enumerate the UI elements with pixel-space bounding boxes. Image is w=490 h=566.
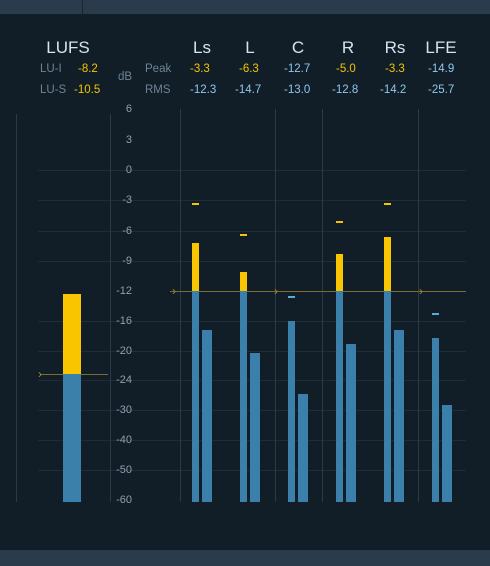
peak-meter-l-blue: [240, 291, 247, 502]
target-arrow-icon: ›: [38, 367, 42, 381]
channel-name-r: R: [341, 38, 355, 57]
peak-hold-marker: [384, 203, 391, 205]
column-divider: [16, 114, 17, 502]
peak-value-r: -5.0: [336, 63, 356, 75]
rms-label: RMS: [145, 84, 171, 96]
gridline: [38, 321, 466, 322]
peak-meter-r-blue: [336, 291, 343, 502]
rms-value-rs: -14.2: [380, 84, 407, 96]
rms-value-ls: -12.3: [190, 84, 217, 96]
scale-tick: -6: [122, 225, 132, 237]
peak-meter-rs-yellow: [384, 237, 391, 291]
meter-panel: LUFS LU-I -8.2 LU-S -10.5 dB Peak RMS Ls…: [0, 14, 490, 550]
gridline: [38, 170, 466, 171]
rms-meter-c: [298, 394, 308, 502]
lu-i-label: LU-I: [40, 63, 62, 75]
scale-tick: 3: [125, 134, 132, 146]
peak-value-c: -12.7: [284, 63, 311, 75]
scale-tick: -12: [116, 285, 132, 297]
rms-meter-l: [250, 353, 260, 502]
rms-meter-lfe: [442, 405, 452, 502]
peak-value-lfe: -14.9: [428, 63, 455, 75]
target-level-line: [170, 291, 466, 292]
gridline: [38, 231, 466, 232]
top-bar-divider: [82, 0, 83, 14]
peak-meter-r-yellow: [336, 254, 343, 291]
peak-hold-marker: [432, 313, 439, 315]
top-bar: [0, 0, 490, 14]
peak-meter-l-yellow: [240, 272, 247, 291]
column-divider: [180, 109, 181, 502]
peak-label: Peak: [145, 63, 172, 75]
peak-meter-ls-blue: [192, 291, 199, 502]
lufs-title: LUFS: [46, 38, 90, 57]
peak-value-ls: -3.3: [190, 63, 210, 75]
lu-i-value: -8.2: [78, 63, 98, 75]
peak-meter-rs-blue: [384, 291, 391, 502]
rms-value-lfe: -25.7: [428, 84, 455, 96]
bottom-bar: [0, 550, 490, 566]
gridline: [38, 200, 466, 201]
peak-hold-marker: [240, 234, 247, 236]
peak-value-rs: -3.3: [385, 63, 405, 75]
scale-tick: -20: [116, 345, 132, 357]
scale-tick: 6: [125, 103, 132, 115]
lufs-meter-yellow: [63, 294, 81, 374]
lufs-meter-blue: [63, 374, 81, 502]
rms-value-l: -14.7: [235, 84, 262, 96]
peak-meter-lfe: [432, 338, 439, 502]
lu-s-value: -10.5: [74, 84, 101, 96]
lu-s-label: LU-S: [40, 84, 67, 96]
channel-name-rs: Rs: [384, 38, 406, 57]
peak-value-l: -6.3: [239, 63, 259, 75]
scale-tick: -60: [116, 494, 132, 506]
scale-tick: -16: [116, 315, 132, 327]
rms-value-r: -12.8: [332, 84, 359, 96]
scale-tick: -50: [116, 464, 132, 476]
column-divider: [275, 109, 276, 502]
target-arrow-icon: ›: [274, 284, 278, 298]
target-arrow-icon: ›: [419, 284, 423, 298]
scale-tick: -3: [122, 194, 132, 206]
target-arrow-icon: ›: [172, 284, 176, 298]
peak-meter-ls-yellow: [192, 243, 199, 291]
channel-name-c: C: [291, 38, 305, 57]
channel-name-lfe: LFE: [425, 38, 457, 57]
rms-meter-rs: [394, 330, 404, 502]
column-divider: [110, 114, 111, 502]
scale-tick: -24: [116, 374, 132, 386]
gridline: [38, 351, 466, 352]
channel-name-l: L: [245, 38, 255, 57]
gridline: [38, 261, 466, 262]
peak-meter-c: [288, 321, 295, 502]
peak-hold-marker: [336, 221, 343, 223]
scale-tick: -40: [116, 434, 132, 446]
rms-value-c: -13.0: [284, 84, 311, 96]
peak-hold-marker: [192, 203, 199, 205]
scale-tick: -30: [116, 404, 132, 416]
rms-meter-ls: [202, 330, 212, 502]
column-divider: [418, 109, 419, 502]
scale-tick: -9: [122, 255, 132, 267]
rms-meter-r: [346, 344, 356, 502]
channel-name-ls: Ls: [193, 38, 211, 57]
db-unit-label: dB: [118, 71, 133, 83]
peak-hold-marker: [288, 296, 295, 298]
scale-tick: 0: [125, 164, 132, 176]
column-divider: [322, 109, 323, 502]
